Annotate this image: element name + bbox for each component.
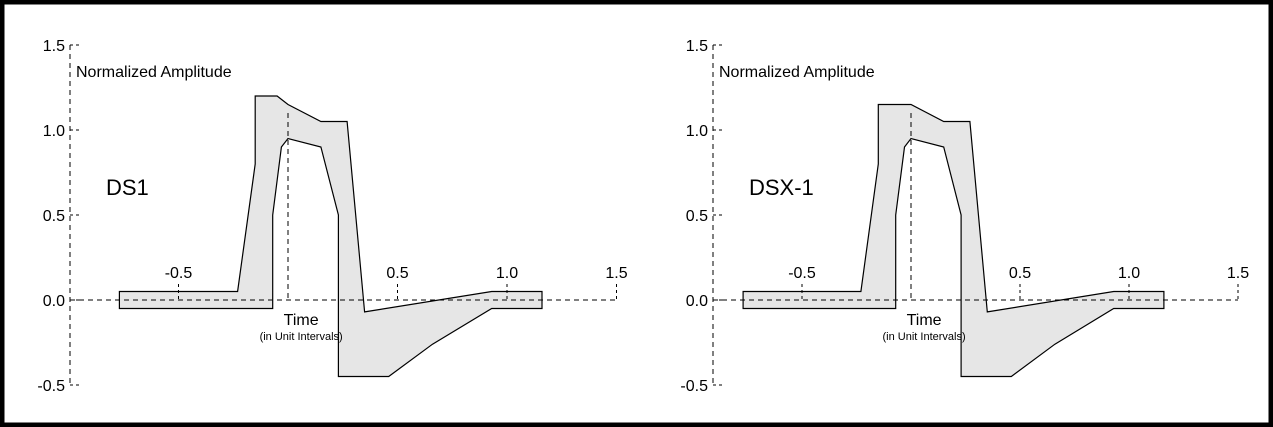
y-axis-label: Normalized Amplitude: [719, 64, 875, 81]
x-axis-label: Time: [284, 312, 319, 329]
x-axis-sublabel: (in Unit Intervals): [883, 331, 966, 343]
y-tick-label: 1.0: [686, 123, 708, 140]
y-tick-label: -0.5: [37, 378, 65, 395]
x-tick-label: 1.5: [1227, 265, 1249, 282]
tolerance-band: [118, 95, 543, 378]
panel-annotation: DS1: [106, 175, 149, 200]
x-tick-label: -0.5: [788, 265, 816, 282]
x-tick-label: 0.5: [1009, 265, 1031, 282]
x-tick-label: 1.5: [605, 265, 627, 282]
x-axis-label: Time: [907, 312, 942, 329]
y-axis-label: Normalized Amplitude: [76, 64, 232, 81]
y-tick-label: 0.0: [43, 293, 65, 310]
y-tick-label: 0.5: [686, 208, 708, 225]
y-tick-label: 1.5: [43, 38, 65, 55]
x-tick-label: 0.5: [386, 265, 408, 282]
panel-annotation: DSX-1: [749, 175, 814, 200]
x-tick-label: 1.0: [496, 265, 518, 282]
y-tick-label: 0.0: [686, 293, 708, 310]
y-tick-label: 0.5: [43, 208, 65, 225]
x-tick-label: -0.5: [165, 265, 193, 282]
y-tick-label: -0.5: [680, 378, 708, 395]
tolerance-band: [742, 103, 1165, 378]
y-tick-label: 1.5: [686, 38, 708, 55]
x-tick-label: 1.0: [1118, 265, 1140, 282]
y-tick-label: 1.0: [43, 123, 65, 140]
x-axis-sublabel: (in Unit Intervals): [260, 331, 343, 343]
chart-panel-1: -0.5 0.0 0.5 1.0 1.5 -0.5 0.5 1.0 1.5 Normalized …: [37, 38, 627, 395]
chart-panel-2: -0.5 0.0 0.5 1.0 1.5 -0.5 0.5 1.0 1.5 Normalized …: [680, 38, 1249, 395]
